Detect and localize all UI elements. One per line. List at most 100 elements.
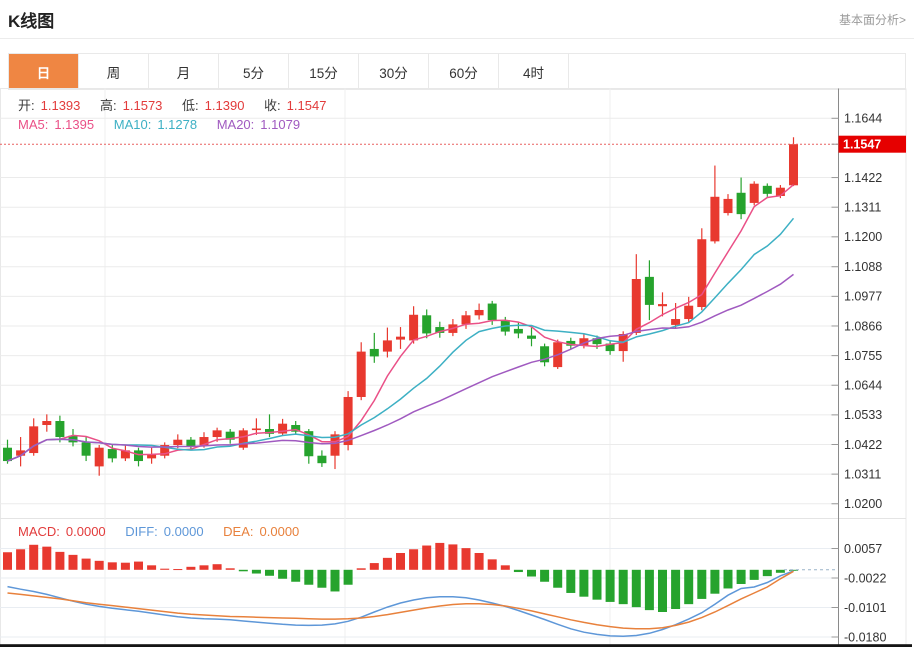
candle[interactable] bbox=[527, 327, 536, 347]
interval-tabbar: 日周月 5分 15分 30分 60分 4时 bbox=[8, 53, 906, 90]
candle[interactable] bbox=[684, 296, 694, 323]
candle[interactable] bbox=[55, 415, 65, 443]
close-value: 1.1547 bbox=[286, 98, 327, 113]
candle[interactable] bbox=[81, 437, 91, 462]
candle[interactable] bbox=[382, 327, 392, 358]
macd-axis-labels: 0.0057 -0.0022 -0.0101 -0.0180 bbox=[844, 542, 886, 644]
candle[interactable] bbox=[749, 181, 759, 206]
candle[interactable] bbox=[186, 437, 196, 451]
candle[interactable] bbox=[94, 445, 104, 476]
candle[interactable] bbox=[265, 414, 274, 438]
title-divider bbox=[0, 38, 914, 39]
candle[interactable] bbox=[566, 337, 576, 349]
candle[interactable] bbox=[396, 327, 405, 349]
svg-text:1.0755: 1.0755 bbox=[844, 349, 882, 363]
candle[interactable] bbox=[356, 342, 366, 401]
candle[interactable] bbox=[789, 137, 798, 187]
svg-text:-0.0101: -0.0101 bbox=[844, 601, 886, 615]
ohlc-legend: 开: 1.1393 高: 1.1573 低: 1.1390 收: 1.1547 bbox=[18, 95, 332, 114]
candle[interactable] bbox=[736, 177, 746, 220]
ma5-line bbox=[7, 184, 794, 462]
ma20-line bbox=[7, 273, 794, 462]
current-price-tag: 1.1547 bbox=[838, 135, 906, 153]
diff-label: DIFF: bbox=[125, 524, 158, 539]
candle[interactable] bbox=[435, 321, 445, 338]
tab-30min[interactable]: 30分 bbox=[359, 54, 429, 89]
candle[interactable] bbox=[710, 165, 720, 244]
candle[interactable] bbox=[671, 303, 681, 329]
candle[interactable] bbox=[474, 303, 484, 320]
svg-text:1.0200: 1.0200 bbox=[844, 497, 882, 511]
candle[interactable] bbox=[644, 260, 654, 321]
chart-frame bbox=[0, 88, 907, 645]
close-label: 收: bbox=[264, 98, 281, 113]
fundamental-analysis-link[interactable]: 基本面分析> bbox=[838, 13, 906, 27]
candle[interactable] bbox=[631, 254, 641, 336]
svg-text:1.0422: 1.0422 bbox=[844, 438, 882, 452]
ma10-line bbox=[7, 217, 795, 462]
candle[interactable] bbox=[422, 309, 432, 339]
dea-label: DEA: bbox=[223, 524, 254, 539]
open-value: 1.1393 bbox=[40, 98, 81, 113]
svg-text:-0.0180: -0.0180 bbox=[844, 630, 886, 644]
candle[interactable] bbox=[134, 447, 143, 467]
tab-month[interactable]: 月 bbox=[149, 54, 219, 89]
svg-text:1.0644: 1.0644 bbox=[844, 379, 882, 393]
candle[interactable] bbox=[238, 428, 248, 450]
low-label: 低: bbox=[182, 98, 199, 113]
high-label: 高: bbox=[100, 98, 117, 113]
candle[interactable] bbox=[291, 421, 301, 435]
diff-line bbox=[7, 570, 794, 638]
ma5-value: 1.1395 bbox=[54, 117, 95, 132]
ma10-value: 1.1278 bbox=[157, 117, 198, 132]
candle[interactable] bbox=[3, 439, 12, 464]
low-value: 1.1390 bbox=[204, 98, 245, 113]
diff-value: 0.0000 bbox=[163, 524, 204, 539]
candle[interactable] bbox=[120, 445, 130, 462]
svg-text:1.0533: 1.0533 bbox=[844, 408, 882, 422]
candle[interactable] bbox=[369, 332, 379, 363]
candle[interactable] bbox=[723, 194, 733, 216]
tab-60min[interactable]: 60分 bbox=[429, 54, 499, 89]
vertical-gridlines bbox=[104, 88, 611, 645]
svg-text:0.0057: 0.0057 bbox=[844, 542, 882, 556]
ma20-value: 1.1079 bbox=[260, 117, 301, 132]
candle[interactable] bbox=[160, 442, 170, 459]
page-title: K线图 bbox=[8, 12, 55, 31]
candle[interactable] bbox=[42, 414, 52, 432]
svg-text:1.1311: 1.1311 bbox=[844, 200, 881, 214]
ma10-label: MA10: bbox=[113, 117, 152, 132]
svg-text:-0.0022: -0.0022 bbox=[844, 571, 886, 585]
ma-legend: MA5: 1.1395 MA10: 1.1278 MA20: 1.1079 bbox=[18, 117, 306, 132]
candle[interactable] bbox=[16, 437, 26, 467]
tab-day[interactable]: 日 bbox=[9, 54, 79, 89]
tab-15min[interactable]: 15分 bbox=[289, 54, 359, 89]
candle[interactable] bbox=[409, 306, 419, 344]
candle[interactable] bbox=[317, 450, 327, 467]
high-value: 1.1573 bbox=[122, 98, 163, 113]
candle[interactable] bbox=[147, 447, 157, 464]
tab-5min[interactable]: 5分 bbox=[219, 54, 289, 89]
dea-value: 0.0000 bbox=[259, 524, 300, 539]
tab-week[interactable]: 周 bbox=[79, 54, 149, 89]
candle[interactable] bbox=[278, 418, 288, 436]
macd-histogram[interactable] bbox=[3, 542, 798, 612]
dea-line bbox=[7, 570, 794, 630]
candle[interactable] bbox=[540, 343, 550, 367]
candle[interactable] bbox=[225, 429, 235, 444]
candle[interactable] bbox=[68, 429, 78, 447]
svg-text:1.0977: 1.0977 bbox=[844, 290, 882, 304]
ma20-label: MA20: bbox=[216, 117, 255, 132]
price-axis-labels: 1.1644 1.1422 1.1311 1.1200 1.1088 1.0977 1.08… bbox=[844, 112, 882, 511]
candle[interactable] bbox=[605, 340, 615, 355]
candle[interactable] bbox=[658, 292, 667, 317]
tab-4hour[interactable]: 4时 bbox=[499, 54, 569, 89]
ma5-label: MA5: bbox=[18, 117, 49, 132]
candle[interactable] bbox=[461, 311, 471, 329]
candle[interactable] bbox=[29, 418, 39, 456]
candle[interactable] bbox=[251, 418, 261, 435]
candle[interactable] bbox=[762, 183, 772, 197]
candle[interactable] bbox=[697, 228, 707, 311]
